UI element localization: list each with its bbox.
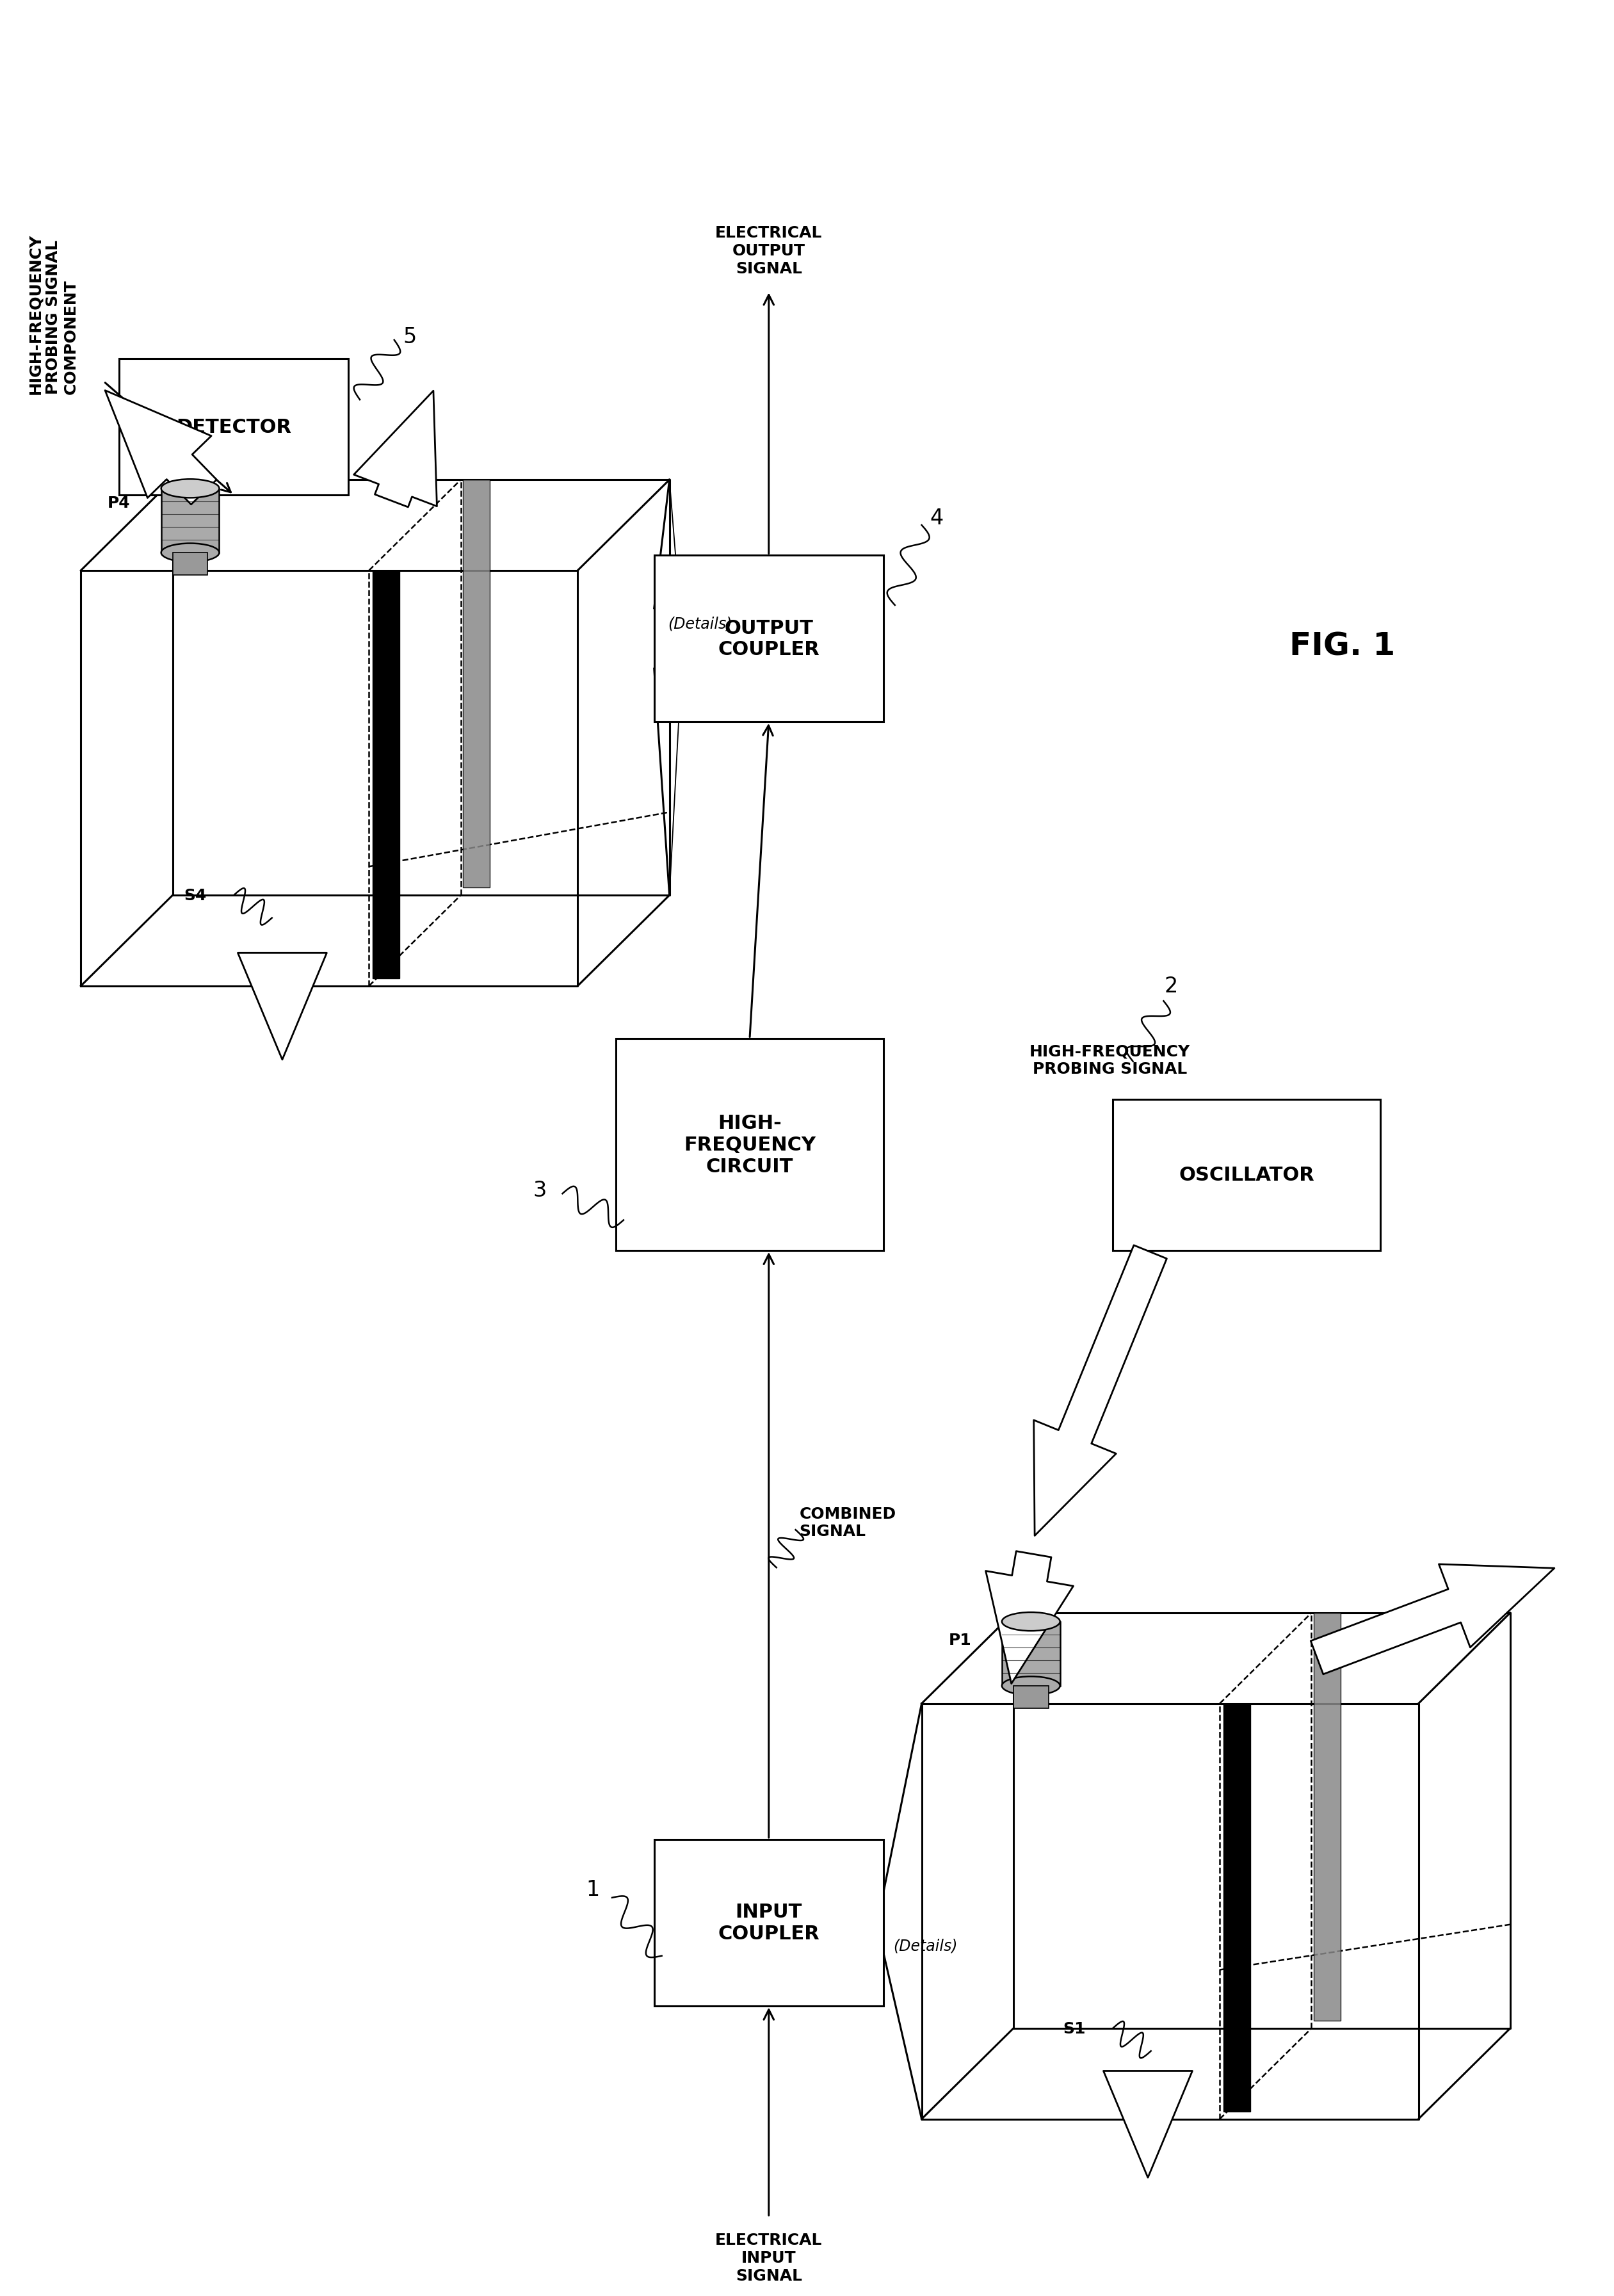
Text: (Details): (Details) — [668, 615, 733, 631]
Bar — [617, 1040, 883, 1251]
Bar — [1014, 1685, 1049, 1708]
Text: P1: P1 — [949, 1632, 972, 1649]
Text: 1: 1 — [586, 1878, 600, 1901]
Bar — [1314, 1614, 1341, 2020]
Bar — [463, 480, 489, 889]
Text: (Details): (Details) — [893, 1938, 957, 1954]
Text: P4: P4 — [108, 496, 131, 510]
Text: HIGH-
FREQUENCY
CIRCUIT: HIGH- FREQUENCY CIRCUIT — [684, 1114, 815, 1176]
Ellipse shape — [161, 480, 220, 498]
Ellipse shape — [1002, 1676, 1060, 1694]
Text: COMBINED
SIGNAL: COMBINED SIGNAL — [799, 1506, 896, 1538]
Text: S1: S1 — [1064, 2020, 1086, 2037]
Ellipse shape — [161, 544, 220, 563]
Bar — [1002, 1621, 1060, 1685]
Text: OSCILLATOR: OSCILLATOR — [1178, 1166, 1314, 1185]
Text: 4: 4 — [930, 507, 944, 528]
Ellipse shape — [1002, 1612, 1060, 1630]
Text: FIG. 1: FIG. 1 — [1290, 631, 1394, 661]
Text: 2: 2 — [1164, 976, 1178, 996]
Text: INPUT
COUPLER: INPUT COUPLER — [718, 1903, 820, 1942]
Bar — [1223, 1704, 1251, 2112]
Bar — [654, 556, 883, 721]
Bar — [654, 1839, 883, 2007]
Text: DETECTOR: DETECTOR — [176, 418, 292, 436]
Text: HIGH-FREQUENCY
PROBING SIGNAL
COMPONENT: HIGH-FREQUENCY PROBING SIGNAL COMPONENT — [27, 234, 79, 395]
Bar — [373, 572, 400, 978]
Bar — [173, 553, 208, 576]
Bar — [161, 489, 220, 553]
Text: 5: 5 — [404, 326, 416, 347]
Text: OUTPUT
COUPLER: OUTPUT COUPLER — [718, 620, 820, 659]
Text: 3: 3 — [533, 1180, 546, 1201]
Text: ELECTRICAL
OUTPUT
SIGNAL: ELECTRICAL OUTPUT SIGNAL — [715, 225, 823, 276]
Text: HIGH-FREQUENCY
PROBING SIGNAL: HIGH-FREQUENCY PROBING SIGNAL — [1030, 1045, 1191, 1077]
Bar — [1112, 1100, 1380, 1251]
Bar — [119, 360, 349, 496]
Text: S4: S4 — [184, 889, 207, 902]
Text: ELECTRICAL
INPUT
SIGNAL: ELECTRICAL INPUT SIGNAL — [715, 2232, 823, 2282]
